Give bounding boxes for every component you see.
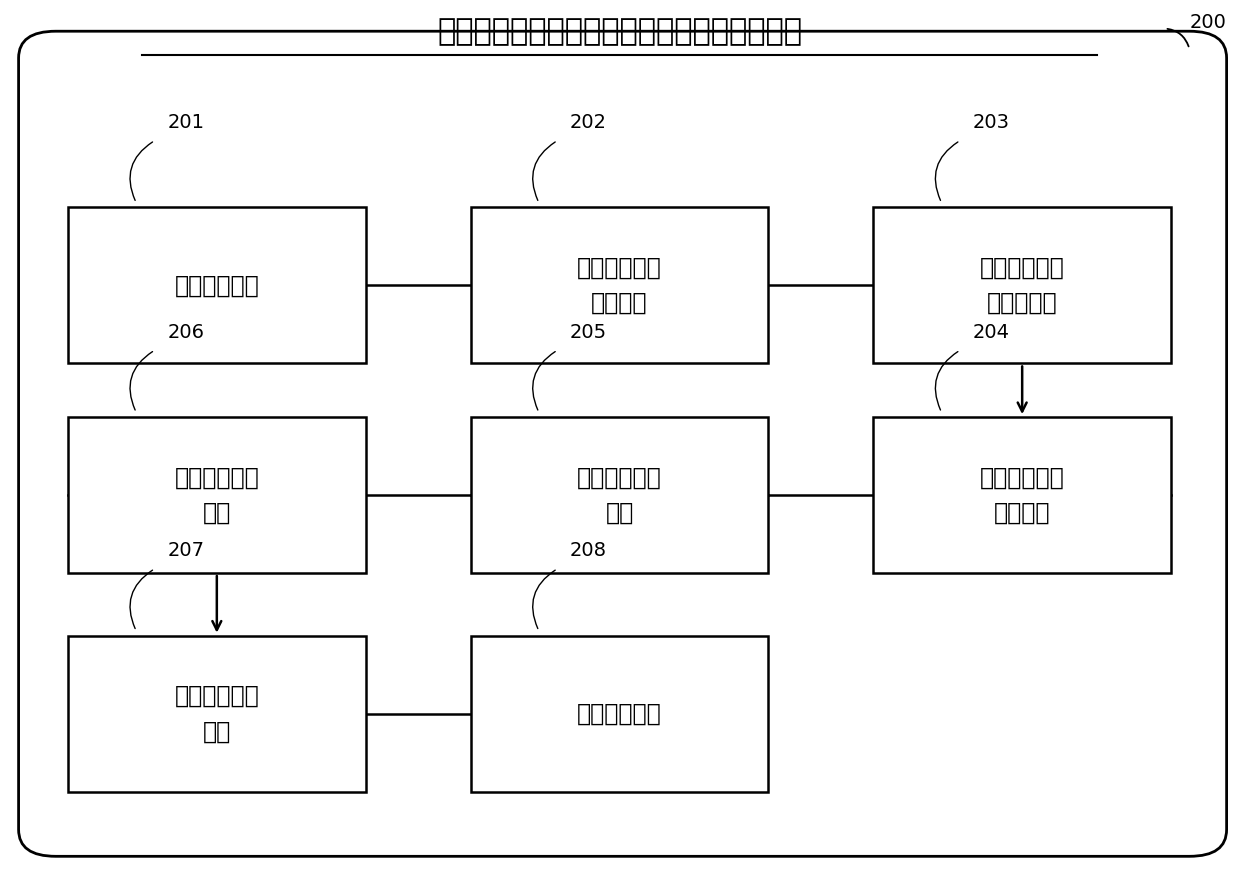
Text: 发电用电计算
单元: 发电用电计算 单元 [175,466,259,524]
Text: 历史计算单元: 历史计算单元 [175,274,259,297]
Text: 分布式光伏电站自发自用综合电价的预测装置: 分布式光伏电站自发自用综合电价的预测装置 [437,17,802,45]
FancyBboxPatch shape [471,208,768,364]
FancyBboxPatch shape [471,417,768,573]
Text: 205: 205 [570,323,607,342]
FancyBboxPatch shape [68,417,366,573]
Text: 峰值功率计算
单元: 峰值功率计算 单元 [577,466,662,524]
Text: 206: 206 [167,323,204,342]
FancyBboxPatch shape [19,31,1227,856]
FancyBboxPatch shape [471,635,768,792]
FancyBboxPatch shape [68,208,366,364]
Text: 发电量时间函
数确定单元: 发电量时间函 数确定单元 [980,256,1064,315]
Text: 功率时间函数
确定单元: 功率时间函数 确定单元 [577,256,662,315]
Text: 207: 207 [167,541,204,560]
FancyBboxPatch shape [873,417,1171,573]
Text: 204: 204 [973,323,1010,342]
Text: 203: 203 [973,113,1010,132]
Text: 201: 201 [167,113,204,132]
Text: 发电用电比较
单元: 发电用电比较 单元 [175,684,259,743]
Text: 200: 200 [1189,12,1227,32]
FancyBboxPatch shape [873,208,1171,364]
Text: 208: 208 [570,541,607,560]
Text: 日平均发电量
计算单元: 日平均发电量 计算单元 [980,466,1064,524]
FancyBboxPatch shape [68,635,366,792]
Text: 电价计算单元: 电价计算单元 [577,702,662,725]
Text: 202: 202 [570,113,607,132]
